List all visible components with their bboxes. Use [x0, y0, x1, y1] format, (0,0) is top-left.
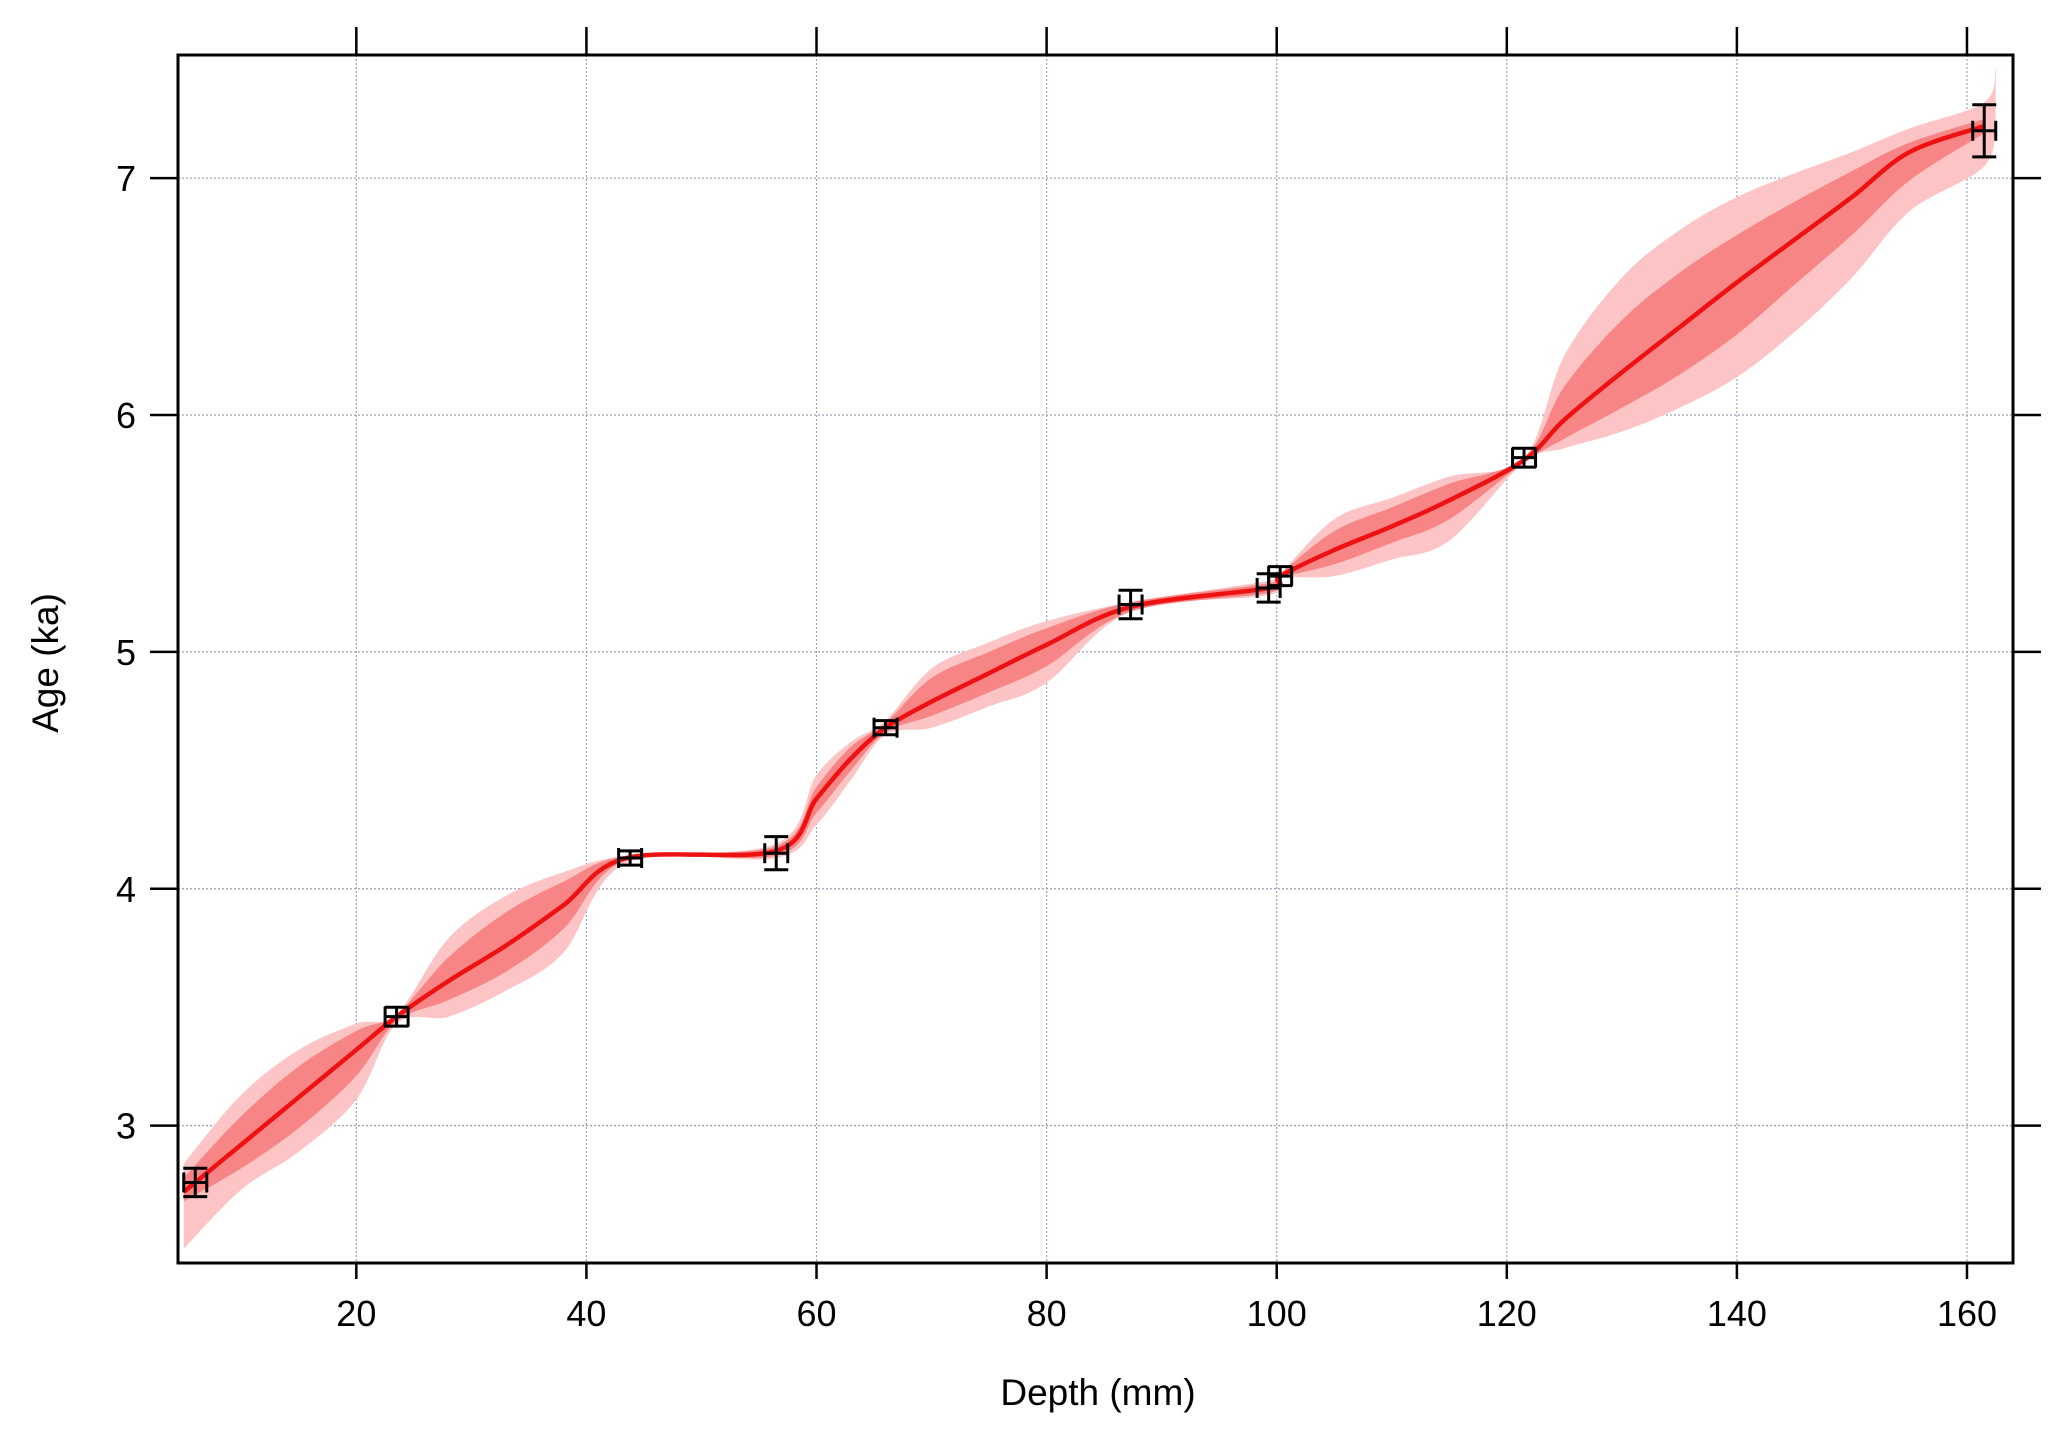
y-tick-label: 7: [116, 158, 136, 199]
x-tick-label: 20: [336, 1293, 376, 1334]
x-tick-label: 140: [1707, 1293, 1767, 1334]
median-age-line: [182, 123, 1985, 1194]
data-point: [617, 847, 644, 868]
data-point: [182, 1166, 209, 1199]
plot-frame: [176, 53, 2015, 1265]
data-point: [1267, 565, 1294, 588]
y-axis-title: Age (ka): [25, 593, 66, 733]
y-tick-label: 6: [116, 395, 136, 436]
x-tick-label: 40: [566, 1293, 606, 1334]
data-point: [763, 835, 790, 872]
grid: [178, 55, 2013, 1263]
x-tick-label: 100: [1247, 1293, 1307, 1334]
x-tick-label: 120: [1477, 1293, 1537, 1334]
y-tick-label: 3: [116, 1106, 136, 1147]
x-tick-label: 160: [1937, 1293, 1997, 1334]
data-points: [182, 103, 1998, 1199]
data-point: [1511, 446, 1538, 469]
outer-confidence-band: [183, 66, 1996, 1249]
y-tick-label: 4: [116, 869, 136, 910]
inner-confidence-band: [183, 119, 1985, 1202]
axes: 20 40 60 80 100 120 140 160 3 4 5 6 7: [116, 27, 2041, 1334]
x-tick-label: 60: [796, 1293, 836, 1334]
data-point: [383, 1005, 410, 1028]
confidence-bands: [183, 66, 1996, 1249]
median-line: [182, 123, 1985, 1194]
data-point: [1971, 103, 1998, 159]
x-tick-label: 80: [1027, 1293, 1067, 1334]
y-tick-label: 5: [116, 632, 136, 673]
data-point: [872, 717, 899, 738]
x-axis-title: Depth (mm): [1000, 1372, 1195, 1413]
data-point: [1117, 588, 1144, 621]
